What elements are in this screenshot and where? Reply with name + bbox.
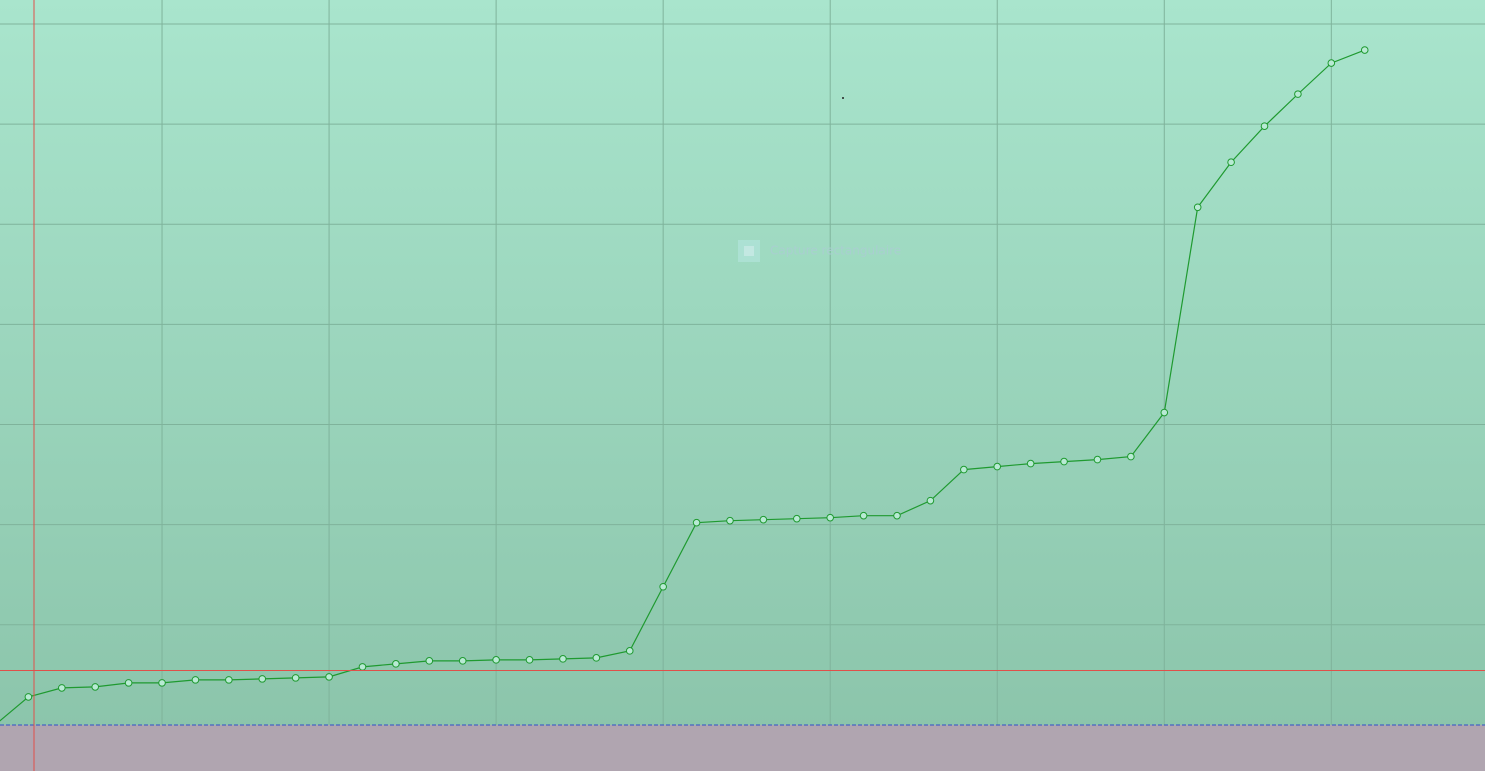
series-line [0, 49, 1365, 722]
data-point [692, 518, 701, 527]
data-point [859, 511, 868, 520]
data-point [225, 676, 233, 684]
data-point [1360, 46, 1369, 54]
data-point [1327, 59, 1336, 67]
data-point [258, 675, 267, 683]
data-point [1160, 408, 1169, 417]
mouse-pointer [842, 97, 844, 99]
data-point [358, 663, 367, 671]
data-point [492, 656, 500, 664]
data-point [625, 647, 634, 655]
data-point [559, 655, 567, 663]
data-point [525, 656, 534, 664]
data-point [926, 496, 935, 505]
data-point [1260, 122, 1269, 130]
data-point [1093, 455, 1102, 464]
below-baseline [0, 724, 1485, 771]
data-point [458, 657, 467, 665]
data-point [91, 683, 100, 691]
data-point [1294, 90, 1302, 98]
data-point [1227, 158, 1235, 167]
data-point [960, 465, 968, 474]
data-point [58, 684, 66, 692]
data-point [993, 462, 1002, 471]
data-point [1060, 457, 1068, 466]
data-point [726, 516, 734, 525]
data-point [592, 654, 601, 662]
data-point [392, 660, 400, 668]
data-point [191, 676, 200, 684]
data-point [1127, 452, 1135, 461]
data-point [1193, 203, 1202, 212]
data-point [325, 673, 333, 681]
overlay-label: Capture rectangulaire [770, 244, 901, 258]
data-point [826, 513, 834, 522]
data-point [893, 511, 901, 520]
data-point [425, 657, 434, 665]
data-point [792, 514, 801, 523]
data-point [158, 679, 166, 687]
data-point [124, 679, 133, 687]
data-point [291, 674, 300, 682]
data-point [759, 515, 768, 524]
overlay-icon-inner [744, 246, 754, 256]
data-point [659, 582, 667, 591]
data-point [1026, 459, 1035, 468]
data-point [24, 693, 33, 701]
